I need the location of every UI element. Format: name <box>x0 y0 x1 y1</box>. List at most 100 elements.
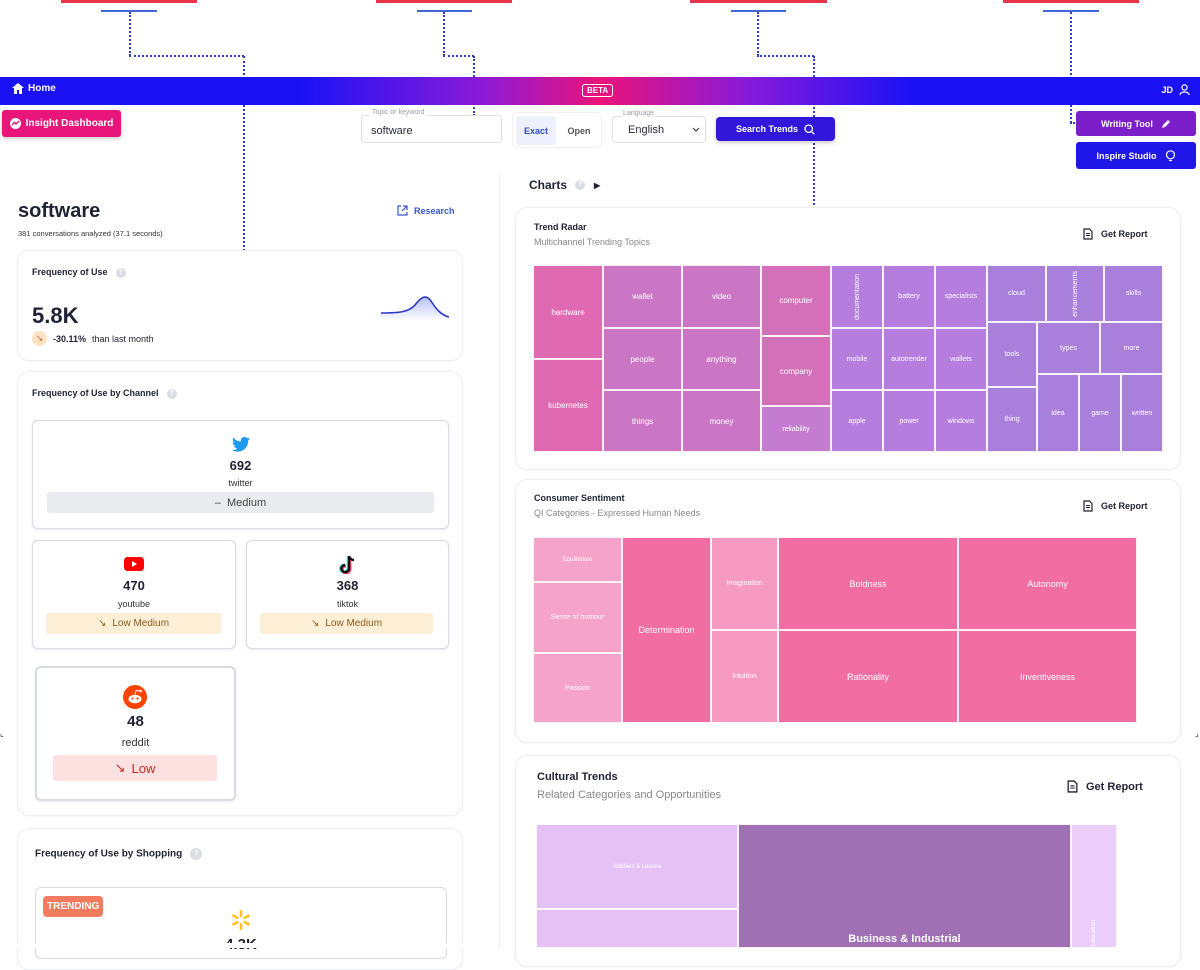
trending-badge: TRENDING <box>43 896 104 917</box>
treemap-tile[interactable]: reliability <box>761 406 831 452</box>
treemap-tile[interactable]: Boldness <box>778 537 958 630</box>
treemap-tile[interactable]: company <box>761 336 831 406</box>
treemap-tile[interactable]: Hobbies & Leisure <box>536 824 738 909</box>
treemap-tile[interactable]: documentation <box>831 265 883 328</box>
channel-name: twitter <box>228 478 253 488</box>
treemap-tile[interactable]: specialists <box>935 265 987 328</box>
treemap-tile[interactable]: people <box>603 328 682 390</box>
user-icon <box>1179 84 1190 95</box>
treemap-tile[interactable]: Education <box>1071 824 1117 948</box>
help-icon[interactable]: ? <box>166 388 177 399</box>
insight-dashboard-button[interactable]: Insight Dashboard <box>2 110 121 137</box>
treemap-tile[interactable]: Sense of humour <box>533 582 622 653</box>
user-menu[interactable]: JD <box>1161 84 1190 95</box>
channel-count: 368 <box>336 578 359 593</box>
trend-radar-title: Trend Radar <box>534 222 587 232</box>
frequency-change-value: -30.11% <box>53 333 87 344</box>
twitter-icon <box>232 437 250 452</box>
document-icon <box>1067 780 1078 793</box>
research-link[interactable]: Research <box>397 205 455 216</box>
connector-line <box>757 12 759 56</box>
treemap-tile[interactable]: autotrender <box>883 328 935 390</box>
help-icon[interactable]: ? <box>575 180 586 190</box>
treemap-tile[interactable]: Equilibrium <box>533 537 622 582</box>
treemap-tile[interactable]: wallets <box>935 328 987 390</box>
connector-line <box>757 55 814 57</box>
channel-count: 692 <box>229 458 252 473</box>
chart-circle-icon <box>9 118 21 129</box>
treemap-tile[interactable]: Rationality <box>778 630 958 723</box>
home-icon <box>12 83 24 94</box>
treemap-tile[interactable]: hardware <box>533 265 603 359</box>
page-title: software <box>18 200 101 222</box>
channel-tile-reddit[interactable]: 48 reddit ↘ Low <box>35 666 236 801</box>
treemap-tile[interactable]: Imagination <box>711 537 778 630</box>
treemap-tile[interactable]: apple <box>831 390 883 452</box>
treemap-tile[interactable]: cloud <box>987 265 1046 322</box>
treemap-tile[interactable]: computer <box>761 265 831 336</box>
annotation-line <box>417 10 472 12</box>
insight-dashboard-label: Insight Dashboard <box>25 118 114 129</box>
treemap-tile[interactable]: Passion <box>533 653 622 723</box>
treemap-tile[interactable]: windows <box>935 390 987 452</box>
charts-header: Charts ? ▶ <box>529 178 601 192</box>
inspire-studio-button[interactable]: Inspire Studio <box>1076 142 1196 169</box>
topic-input-label: Topic or keyword <box>370 109 427 116</box>
channel-tile-twitter[interactable]: 692 twitter – Medium <box>32 420 449 529</box>
treemap-tile[interactable]: more <box>1100 322 1163 374</box>
channel-tile-tiktok[interactable]: 368 tiktok ↘ Low Medium <box>246 540 449 649</box>
match-exact-option[interactable]: Exact <box>516 116 556 145</box>
treemap-tile[interactable]: video <box>682 265 761 328</box>
annotation-line <box>1043 10 1099 12</box>
help-icon[interactable]: ? <box>115 267 126 278</box>
treemap-tile[interactable]: skills <box>1104 265 1163 322</box>
treemap-tile[interactable]: anything <box>682 328 761 390</box>
help-icon[interactable]: ? <box>190 848 203 860</box>
treemap-tile[interactable]: battery <box>883 265 935 328</box>
treemap-tile[interactable]: tools <box>987 322 1037 387</box>
treemap-tile[interactable]: Inventiveness <box>958 630 1137 723</box>
channel-name: youtube <box>117 599 151 609</box>
channel-tile-youtube[interactable]: 470 youtube ↘ Low Medium <box>32 540 236 649</box>
treemap-tile[interactable]: idea <box>1037 374 1079 452</box>
treemap-tile[interactable]: types <box>1037 322 1100 374</box>
language-select-value: English <box>628 124 665 136</box>
treemap-tile[interactable]: money <box>682 390 761 452</box>
treemap-tile[interactable]: wallet <box>603 265 682 328</box>
search-trends-button[interactable]: Search Trends <box>716 117 835 141</box>
channel-name: reddit <box>121 737 150 749</box>
document-icon <box>1083 500 1093 512</box>
treemap-tile[interactable]: kubernetes <box>533 359 603 452</box>
shopping-tile-walmart[interactable]: TRENDING 4.3K <box>35 887 447 959</box>
external-link-icon <box>397 205 408 216</box>
cultural-trends-get-report[interactable]: Get Report <box>1067 780 1143 793</box>
consumer-sentiment-get-report[interactable]: Get Report <box>1083 500 1148 512</box>
treemap-tile[interactable]: power <box>883 390 935 452</box>
topic-input-value: software <box>371 125 413 137</box>
page-bottom-mask <box>0 943 498 948</box>
treemap-tile[interactable]: Intuition <box>711 630 778 723</box>
trend-down-icon: ↘ <box>32 331 47 346</box>
treemap-tile[interactable]: game <box>1079 374 1121 452</box>
treemap-tile[interactable] <box>536 909 738 948</box>
cultural-trends-title: Cultural Trends <box>537 771 618 783</box>
trend-down-icon: ↘ <box>114 760 126 775</box>
treemap-tile[interactable]: things <box>603 390 682 452</box>
treemap-tile[interactable]: Determination <box>622 537 711 723</box>
caret-right-icon[interactable]: ▶ <box>594 180 601 190</box>
treemap-tile[interactable]: thing <box>987 387 1037 452</box>
treemap-tile[interactable]: written <box>1121 374 1163 452</box>
analysis-note: 381 conversations analyzed (37.1 seconds… <box>18 229 163 238</box>
channel-count: 470 <box>123 578 145 593</box>
match-open-option[interactable]: Open <box>567 125 591 136</box>
home-link[interactable]: Home <box>12 83 56 94</box>
treemap-tile[interactable]: enhancements <box>1046 265 1104 322</box>
writing-tool-button[interactable]: Writing Tool <box>1076 111 1196 136</box>
treemap-tile[interactable]: Business & Industrial <box>738 824 1071 948</box>
treemap-tile[interactable]: mobile <box>831 328 883 390</box>
beta-badge: BETA <box>582 84 614 97</box>
topic-input[interactable]: Topic or keyword software <box>361 109 502 143</box>
treemap-tile[interactable]: Autonomy <box>958 537 1137 630</box>
trend-radar-get-report[interactable]: Get Report <box>1083 228 1148 240</box>
language-select[interactable]: Language English <box>612 110 706 143</box>
